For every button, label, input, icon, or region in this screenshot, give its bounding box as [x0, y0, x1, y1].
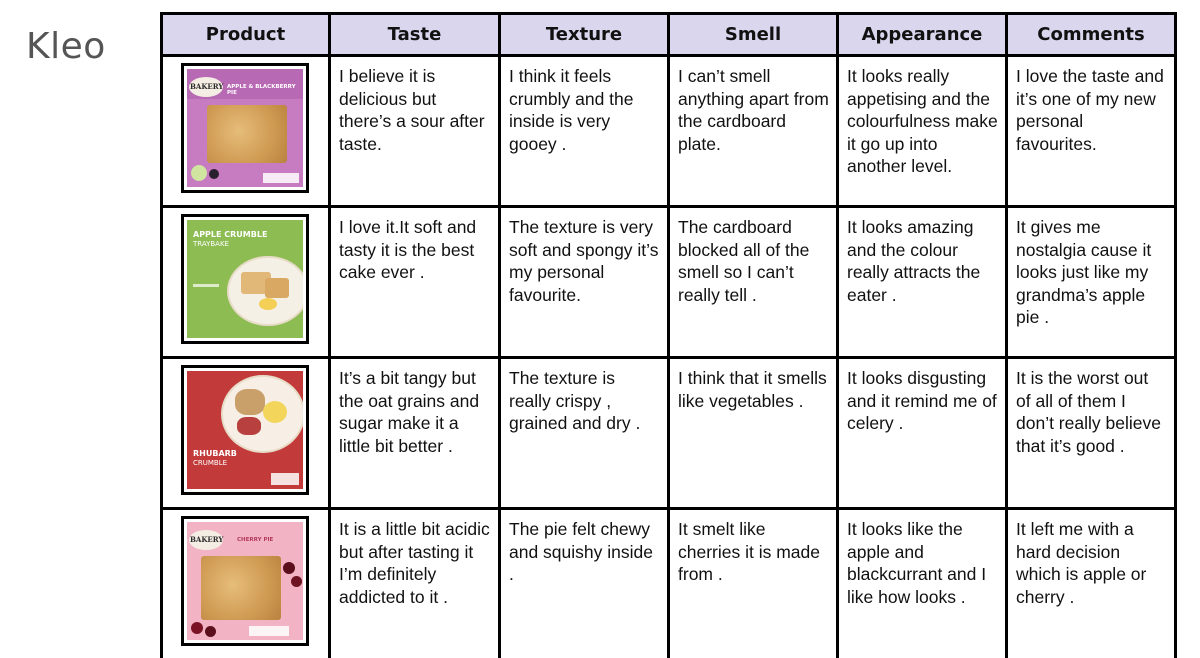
taste-cell: I love it.It soft and tasty it is the be… [328, 205, 501, 359]
texture-cell: I think it feels crumbly and the inside … [498, 54, 670, 208]
header-smell: Smell [667, 12, 839, 57]
comments-cell: It gives me nostalgia cause it looks jus… [1005, 205, 1177, 359]
product-label: CHERRY PIE [237, 537, 274, 543]
table-row: RHUBARB CRUMBLE It’s a bit tangy but the… [160, 356, 1177, 510]
header-product: Product [160, 12, 331, 57]
product-cell: BAKERY APPLE & BLACKBERRY PIE [160, 54, 331, 208]
product-sublabel: TRAYBAKE [193, 240, 229, 248]
product-image-rhubarb-crumble: RHUBARB CRUMBLE [181, 365, 309, 495]
product-image-cherry-pie: BAKERY CHERRY PIE [181, 516, 309, 646]
product-cell: RHUBARB CRUMBLE [160, 356, 331, 510]
comments-cell: It is the worst out of all of them I don… [1005, 356, 1177, 510]
comments-cell: It left me with a hard decision which is… [1005, 507, 1177, 658]
table-row: APPLE CRUMBLE TRAYBAKE I love it.It soft… [160, 205, 1177, 359]
taste-cell: I believe it is delicious but there’s a … [328, 54, 501, 208]
comments-cell: I love the taste and it’s one of my new … [1005, 54, 1177, 208]
smell-cell: The cardboard blocked all of the smell s… [667, 205, 839, 359]
appearance-cell: It looks like the apple and blackcurrant… [836, 507, 1008, 658]
header-appearance: Appearance [836, 12, 1008, 57]
product-image-apple-crumble-traybake: APPLE CRUMBLE TRAYBAKE [181, 214, 309, 344]
texture-cell: The texture is very soft and spongy it’s… [498, 205, 670, 359]
appearance-cell: It looks really appetising and the colou… [836, 54, 1008, 208]
product-label: APPLE & BLACKBERRY PIE [227, 84, 296, 96]
smell-cell: I think that it smells like vegetables . [667, 356, 839, 510]
smell-cell: It smelt like cherries it is made from . [667, 507, 839, 658]
header-row: Product Taste Texture Smell Appearance C… [160, 12, 1177, 57]
header-taste: Taste [328, 12, 501, 57]
table-row: BAKERY CHERRY PIE It is a little bit aci… [160, 507, 1177, 658]
product-label: RHUBARB [193, 449, 237, 458]
header-texture: Texture [498, 12, 670, 57]
taste-cell: It is a little bit acidic but after tast… [328, 507, 501, 658]
table-row: BAKERY APPLE & BLACKBERRY PIE I believe … [160, 54, 1177, 208]
smell-cell: I can’t smell anything apart from the ca… [667, 54, 839, 208]
product-cell: BAKERY CHERRY PIE [160, 507, 331, 658]
header-comments: Comments [1005, 12, 1177, 57]
product-sublabel: CRUMBLE [193, 459, 228, 467]
product-label: APPLE CRUMBLE [193, 230, 268, 239]
appearance-cell: It looks disgusting and it remind me of … [836, 356, 1008, 510]
author-name: Kleo [26, 26, 106, 67]
product-review-table: Product Taste Texture Smell Appearance C… [160, 12, 1177, 658]
texture-cell: The texture is really crispy , grained a… [498, 356, 670, 510]
product-cell: APPLE CRUMBLE TRAYBAKE [160, 205, 331, 359]
appearance-cell: It looks amazing and the colour really a… [836, 205, 1008, 359]
texture-cell: The pie felt chewy and squishy inside . [498, 507, 670, 658]
brand-logo-text: BAKERY [190, 82, 224, 91]
taste-cell: It’s a bit tangy but the oat grains and … [328, 356, 501, 510]
product-image-apple-blackberry-pie: BAKERY APPLE & BLACKBERRY PIE [181, 63, 309, 193]
brand-logo-text: BAKERY [190, 535, 224, 544]
